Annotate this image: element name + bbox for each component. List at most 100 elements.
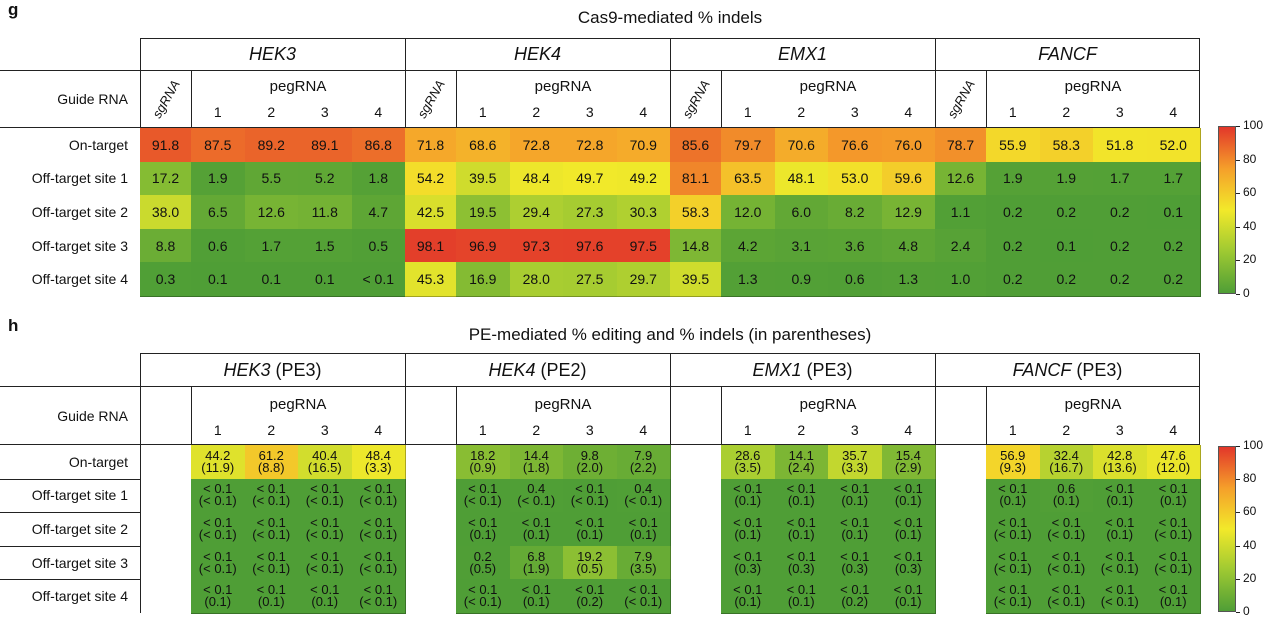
- cell-indel-value: (1.9): [522, 560, 550, 576]
- row-label: On-target: [68, 453, 128, 470]
- cell-indel-value: (3.3): [364, 459, 392, 475]
- cell-indel-value: (9.3): [999, 459, 1027, 475]
- heatmap-cell: < 0.1 (0.2): [828, 579, 883, 614]
- cell-indel-value: (0.3): [894, 560, 922, 576]
- cell-value: 70.9: [629, 136, 657, 153]
- editor-label: (PE3): [270, 360, 322, 380]
- heatmap-cell: 0.4 (< 0.1): [509, 478, 564, 514]
- cell-value: 38.0: [151, 203, 180, 220]
- cell-value: 61.2: [258, 447, 284, 463]
- cell-indel-value: (3.3): [841, 459, 869, 475]
- cell-value: 19.2: [577, 548, 603, 564]
- cell-indel-value: (0.1): [734, 594, 762, 610]
- pegrna-label: pegRNA: [799, 396, 857, 413]
- gene-name: FANCF: [1038, 44, 1097, 64]
- scale-tick: [1236, 294, 1240, 295]
- cell-value: 0.1: [1163, 203, 1183, 220]
- heatmap-cell: 49.2: [616, 161, 671, 197]
- cell-value: 40.4: [312, 447, 338, 463]
- scale-tick-label: 40: [1243, 537, 1257, 552]
- heatmap-cell: 19.2 (0.5): [563, 545, 618, 581]
- cell-value: 0.5: [368, 237, 388, 254]
- heatmap-cell: < 0.1 (0.1): [1146, 579, 1201, 614]
- heatmap-cell: < 0.1 (0.1): [191, 579, 246, 614]
- heatmap-cell: 12.6: [935, 161, 987, 197]
- heatmap-cell: 1.7: [1146, 161, 1201, 197]
- cell-value: < 0.1: [575, 582, 605, 598]
- gene-header: HEK3: [249, 44, 296, 65]
- cell-indel-value: (0.1): [787, 493, 815, 509]
- cell-value: 5.5: [261, 170, 281, 187]
- heatmap-cell: 38.0: [140, 195, 192, 230]
- heatmap-cell: 28.6 (3.5): [721, 445, 776, 480]
- cell-indel-value: (0.2): [841, 594, 869, 610]
- cell-indel-value: (0.1): [204, 594, 232, 610]
- gene-header: FANCF: [1038, 44, 1097, 65]
- cell-indel-value: (0.3): [734, 560, 762, 576]
- heatmap-cell: 49.7: [563, 161, 618, 197]
- heatmap-cell: 0.6 (0.1): [1039, 478, 1094, 514]
- cell-value: 0.2: [473, 548, 492, 564]
- cell-value: < 0.1: [733, 481, 763, 497]
- cell-value: 45.3: [416, 271, 445, 288]
- heatmap-cell: < 0.1 (< 0.1): [986, 512, 1041, 547]
- gene-name: HEK4: [488, 360, 536, 380]
- cell-value: 0.3: [155, 271, 176, 288]
- cell-value: 7.9: [634, 447, 653, 463]
- heatmap-cell: 29.7: [616, 262, 671, 297]
- cell-value: 28.6: [735, 447, 761, 463]
- cell-indel-value: (< 0.1): [993, 594, 1032, 610]
- pegrna-label: pegRNA: [1064, 78, 1122, 95]
- heatmap-cell: 54.2: [405, 161, 457, 197]
- cell-value: < 0.1: [840, 481, 870, 497]
- cell-value: 12.9: [894, 203, 922, 220]
- cell-indel-value: (< 0.1): [517, 493, 556, 509]
- header-mid-line: [0, 70, 1200, 71]
- heatmap-cell: 0.3: [140, 262, 192, 297]
- pegrna-label: pegRNA: [269, 396, 327, 413]
- heatmap-cell: < 0.1 (< 0.1): [986, 579, 1041, 614]
- sgrna-label: sgRNA: [943, 77, 978, 121]
- cell-value: 30.3: [629, 203, 657, 220]
- cell-indel-value: (< 0.1): [252, 493, 291, 509]
- heatmap-cell: < 0.1 (< 0.1): [616, 579, 671, 614]
- heatmap-cell: < 0.1: [351, 262, 406, 297]
- heatmap-cell: 72.8: [509, 128, 564, 163]
- heatmap-cell: 42.8 (13.6): [1093, 445, 1148, 480]
- cell-value: 8.8: [155, 237, 176, 254]
- cell-value: < 0.1: [1158, 481, 1188, 497]
- heatmap-cell: 27.3: [563, 195, 618, 230]
- cell-value: < 0.1: [1051, 548, 1081, 564]
- heatmap-cell: < 0.1 (0.1): [721, 579, 776, 614]
- heatmap-cell: 79.7: [721, 128, 776, 163]
- heatmap-cell: 4.2: [721, 228, 776, 264]
- heatmap-cell: 0.9: [774, 262, 829, 297]
- cell-value: < 0.1: [1051, 582, 1081, 598]
- scale-tick: [1236, 612, 1240, 613]
- heatmap-cell: 3.6: [828, 228, 883, 264]
- heatmap-cell: < 0.1 (0.3): [828, 545, 883, 581]
- heatmap-cell: < 0.1 (0.1): [456, 512, 511, 547]
- row-separator: [0, 478, 140, 480]
- cell-indel-value: (0.1): [787, 526, 815, 542]
- heatmap-cell: 0.2: [1146, 262, 1201, 297]
- cell-value: 44.2: [205, 447, 231, 463]
- cell-value: 58.3: [681, 203, 710, 220]
- cell-value: 97.6: [576, 237, 604, 254]
- heatmap-cell: 32.4 (16.7): [1039, 445, 1094, 480]
- cell-value: < 0.1: [893, 582, 923, 598]
- heatmap-cell: 8.2: [828, 195, 883, 230]
- pegrna-column-number: 4: [374, 422, 383, 438]
- cell-indel-value: (< 0.1): [252, 560, 291, 576]
- cell-value: 0.2: [1003, 203, 1023, 220]
- heatmap-cell: 0.1: [298, 262, 353, 297]
- heatmap-cell: < 0.1 (< 0.1): [456, 478, 511, 514]
- heatmap-cell: 97.5: [616, 228, 671, 264]
- cell-indel-value: (< 0.1): [305, 493, 344, 509]
- cell-indel-value: (2.9): [894, 459, 922, 475]
- cell-indel-value: (8.8): [257, 459, 285, 475]
- row-separator: [0, 545, 140, 547]
- heatmap-cell: 27.5: [563, 262, 618, 297]
- heatmap-cell: < 0.1 (0.1): [298, 579, 353, 614]
- cell-value: 1.8: [368, 170, 388, 187]
